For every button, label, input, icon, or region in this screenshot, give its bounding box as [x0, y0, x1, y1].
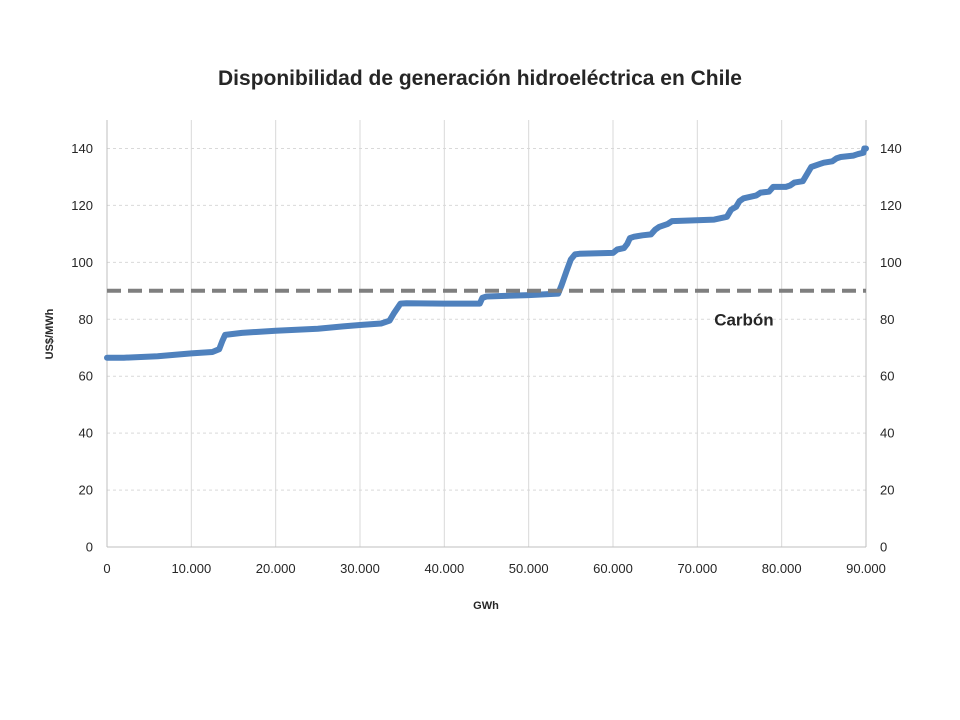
x-tick-label: 70.000 [677, 561, 717, 576]
y-tick-label: 80 [79, 312, 93, 327]
x-tick-label: 50.000 [509, 561, 549, 576]
y-tick-label: 40 [79, 426, 93, 441]
secondary-y-tick-label: 80 [880, 312, 894, 327]
grid [107, 120, 866, 547]
x-tick-label: 40.000 [424, 561, 464, 576]
secondary-y-tick-label: 60 [880, 369, 894, 384]
y-tick-label: 100 [71, 255, 93, 270]
secondary-y-tick-label: 140 [880, 141, 902, 156]
secondary-y-tick-label: 120 [880, 198, 902, 213]
x-tick-label: 10.000 [171, 561, 211, 576]
hydro-supply-line [104, 145, 869, 361]
carbon-annotation: Carbón [714, 310, 774, 329]
y-tick-label: 0 [86, 540, 93, 555]
x-tick-label: 30.000 [340, 561, 380, 576]
y-tick-label: 140 [71, 141, 93, 156]
x-tick-label: 20.000 [256, 561, 296, 576]
series [104, 145, 869, 361]
x-tick-label: 90.000 [846, 561, 886, 576]
secondary-y-tick-label: 0 [880, 540, 887, 555]
y-tick-label: 120 [71, 198, 93, 213]
x-tick-label: 80.000 [762, 561, 802, 576]
x-axis-label: GWh [473, 600, 499, 612]
chart-title: Disponibilidad de generación hidroeléctr… [218, 67, 742, 90]
annotations: Carbón [714, 310, 774, 329]
y-tick-label: 60 [79, 369, 93, 384]
tick-labels: 0 20 40 60 80 100 120 140 0 20 40 60 80 100 120 140 0 10.… [71, 141, 901, 576]
axes [106, 120, 867, 548]
x-tick-label: 60.000 [593, 561, 633, 576]
y-axis-label: US$/MWh [44, 308, 56, 359]
secondary-y-tick-label: 20 [880, 483, 894, 498]
secondary-y-tick-label: 40 [880, 426, 894, 441]
y-tick-label: 20 [79, 483, 93, 498]
secondary-y-tick-label: 100 [880, 255, 902, 270]
x-tick-label: 0 [103, 561, 110, 576]
